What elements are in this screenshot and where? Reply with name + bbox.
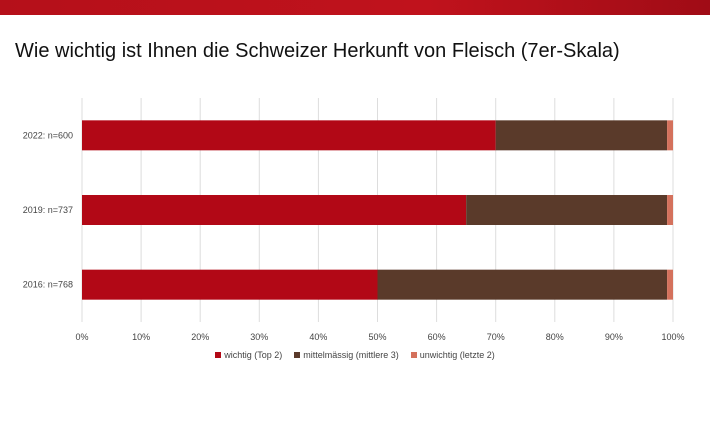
bar-segment [667,120,673,151]
legend-swatch-wichtig [215,352,222,358]
bar-segment [377,269,668,300]
x-tick-label: 40% [309,332,327,342]
x-tick-label: 60% [428,332,446,342]
bar-segment [82,269,378,300]
legend-item-wichtig: wichtig (Top 2) [215,350,282,360]
legend-swatch-mittel [294,352,301,358]
chart-legend: wichtig (Top 2) mittelmässig (mittlere 3… [0,350,710,360]
legend-item-unwichtig: unwichtig (letzte 2) [410,350,495,360]
legend-item-mittel: mittelmässig (mittlere 3) [294,350,399,360]
bar-segment [466,195,668,225]
legend-label-unwichtig: unwichtig (letzte 2) [419,350,495,360]
y-category-label: 2016: n=768 [23,280,73,290]
legend-swatch-unwichtig [410,352,417,358]
bar-segment [667,195,673,225]
bar-segment [82,120,496,151]
bar-segment [82,195,467,225]
x-tick-label: 10% [132,332,150,342]
x-tick-label: 100% [661,332,684,342]
y-category-label: 2019: n=737 [23,205,73,215]
x-tick-label: 20% [191,332,209,342]
y-category-label: 2022: n=600 [23,130,73,140]
bar-segment [495,120,668,151]
legend-label-wichtig: wichtig (Top 2) [224,350,283,360]
chart-title: Wie wichtig ist Ihnen die Schweizer Herk… [15,40,620,62]
x-tick-label: 90% [605,332,623,342]
stacked-bar-chart: 0% 10% 20% 30% 40% 50% 60% 70% 80% 90% 100% 2022: n… [23,98,685,342]
x-tick-label: 0% [75,332,88,342]
x-tick-label: 30% [250,332,268,342]
top-accent-bar [0,0,710,15]
x-tick-label: 50% [368,332,386,342]
legend-label-mittel: mittelmässig (mittlere 3) [303,350,399,360]
bar-segment [667,269,673,300]
x-tick-label: 80% [546,332,564,342]
x-tick-label: 70% [487,332,505,342]
